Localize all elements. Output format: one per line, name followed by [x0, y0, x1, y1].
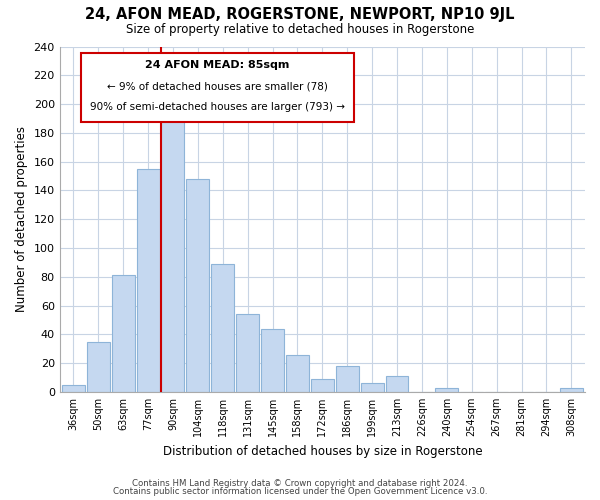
Text: Size of property relative to detached houses in Rogerstone: Size of property relative to detached ho… [126, 22, 474, 36]
Bar [386, 376, 409, 392]
Bar [211, 264, 234, 392]
Bar [336, 366, 359, 392]
Text: 90% of semi-detached houses are larger (793) →: 90% of semi-detached houses are larger (… [90, 102, 345, 112]
Y-axis label: Number of detached properties: Number of detached properties [15, 126, 28, 312]
Bar [436, 388, 458, 392]
Bar [187, 179, 209, 392]
Bar [87, 342, 110, 392]
Text: Contains public sector information licensed under the Open Government Licence v3: Contains public sector information licen… [113, 487, 487, 496]
Text: 24, AFON MEAD, ROGERSTONE, NEWPORT, NP10 9JL: 24, AFON MEAD, ROGERSTONE, NEWPORT, NP10… [85, 8, 515, 22]
Bar [560, 388, 583, 392]
Bar [286, 354, 309, 392]
Bar [112, 276, 134, 392]
Bar [62, 384, 85, 392]
Bar [261, 328, 284, 392]
Bar [137, 169, 160, 392]
Bar [236, 314, 259, 392]
Text: 24 AFON MEAD: 85sqm: 24 AFON MEAD: 85sqm [145, 60, 289, 70]
X-axis label: Distribution of detached houses by size in Rogerstone: Distribution of detached houses by size … [163, 444, 482, 458]
Text: Contains HM Land Registry data © Crown copyright and database right 2024.: Contains HM Land Registry data © Crown c… [132, 478, 468, 488]
Bar [311, 379, 334, 392]
Bar [161, 102, 184, 392]
Bar [361, 384, 383, 392]
FancyBboxPatch shape [80, 54, 354, 122]
Text: ← 9% of detached houses are smaller (78): ← 9% of detached houses are smaller (78) [107, 81, 328, 91]
